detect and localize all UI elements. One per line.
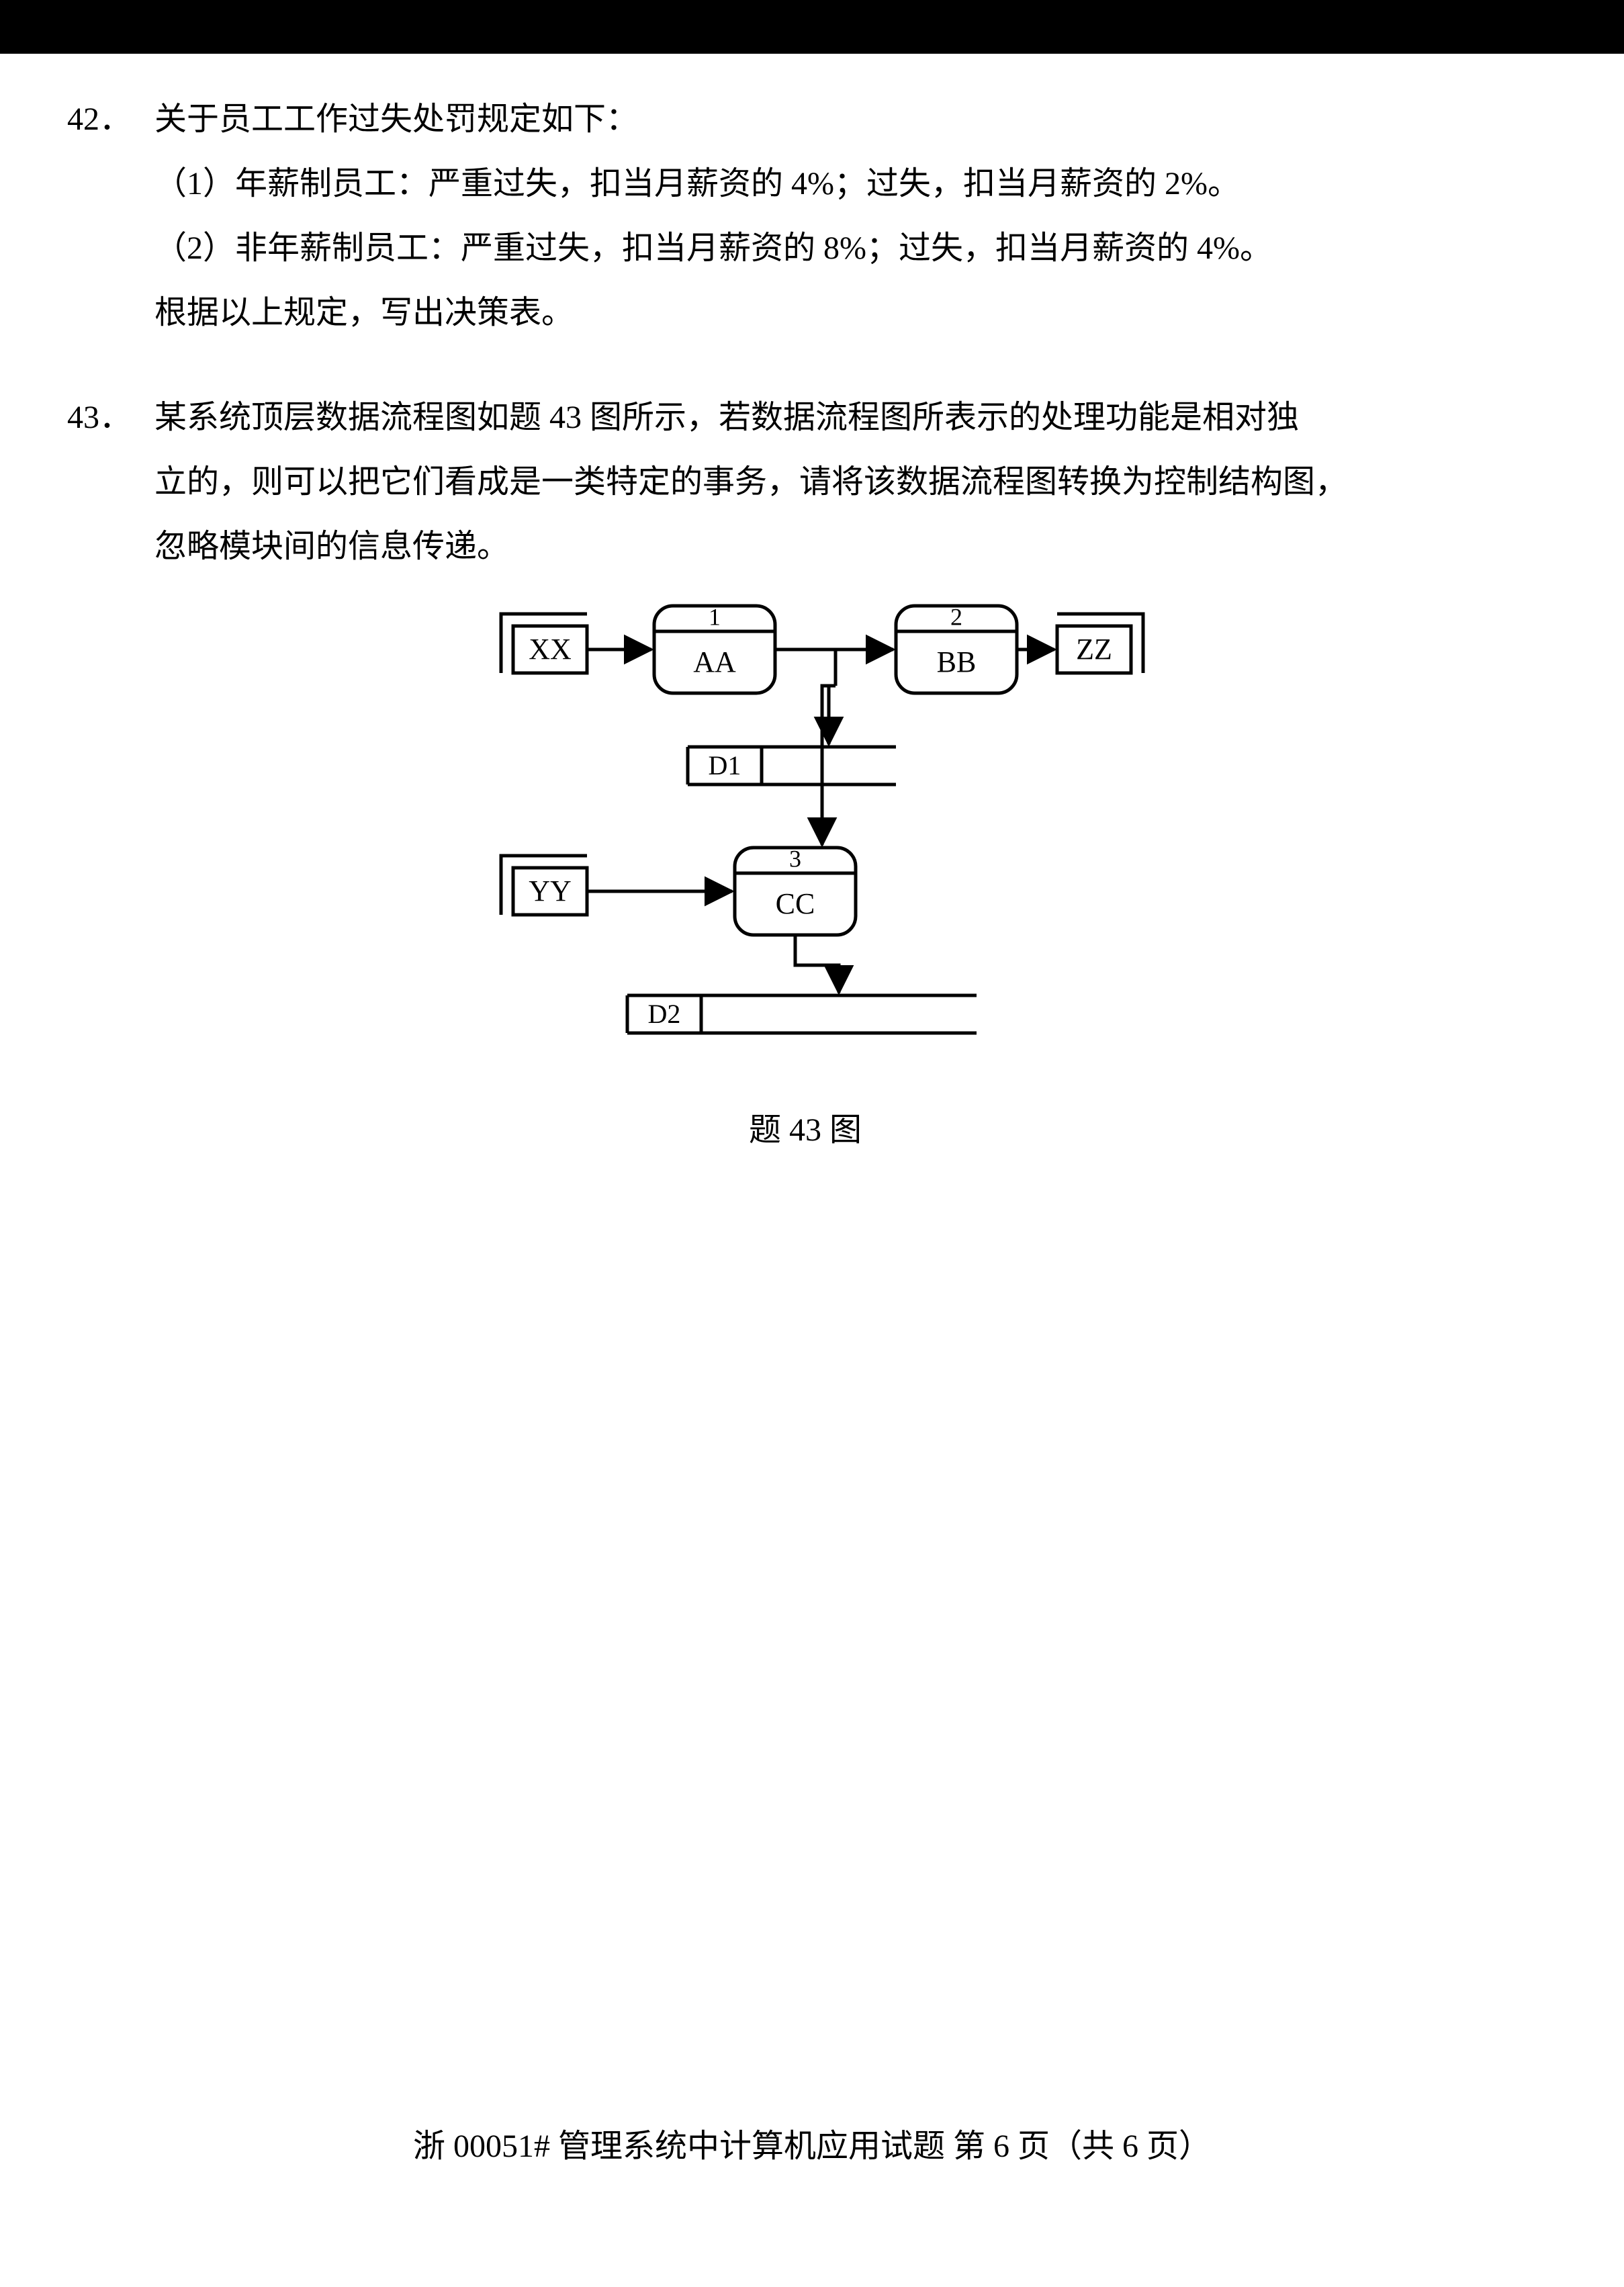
- question-42: 42．关于员工工作过失处罚规定如下： （1）年薪制员工：严重过失，扣当月薪资的 …: [67, 87, 1543, 345]
- q42-number: 42．: [67, 87, 154, 152]
- diagram-caption: 题 43 图: [749, 1103, 862, 1150]
- svg-text:YY: YY: [529, 875, 572, 907]
- svg-text:D2: D2: [648, 999, 681, 1029]
- svg-text:BB: BB: [937, 645, 977, 678]
- diagram-container: XX YY ZZ 1 AA 2 BB 3 CC D1 D2 题 43 图: [67, 599, 1543, 1150]
- q43-number: 43．: [67, 386, 154, 450]
- svg-text:D1: D1: [709, 750, 741, 780]
- dfd-diagram: XX YY ZZ 1 AA 2 BB 3 CC D1 D2: [453, 599, 1158, 1089]
- q43-text3: 忽略模块间的信息传递。: [67, 514, 1543, 579]
- q42-line1: 42．关于员工工作过失处罚规定如下：: [67, 87, 1543, 152]
- page-content: 42．关于员工工作过失处罚规定如下： （1）年薪制员工：严重过失，扣当月薪资的 …: [0, 54, 1624, 1150]
- svg-text:AA: AA: [693, 645, 736, 678]
- q42-text3: （2）非年薪制员工：严重过失，扣当月薪资的 8%；过失，扣当月薪资的 4%。: [67, 216, 1543, 281]
- q42-text1: 关于员工工作过失处罚规定如下：: [154, 101, 638, 137]
- top-black-bar: [0, 0, 1624, 54]
- q43-text2: 立的，则可以把它们看成是一类特定的事务，请将该数据流程图转换为控制结构图，: [67, 450, 1543, 514]
- q43-line1: 43．某系统顶层数据流程图如题 43 图所示，若数据流程图所表示的处理功能是相对…: [67, 386, 1543, 450]
- page-footer: 浙 00051# 管理系统中计算机应用试题 第 6 页（共 6 页）: [0, 2119, 1624, 2166]
- svg-text:CC: CC: [776, 887, 815, 920]
- question-43: 43．某系统顶层数据流程图如题 43 图所示，若数据流程图所表示的处理功能是相对…: [67, 386, 1543, 1150]
- svg-text:2: 2: [950, 603, 962, 630]
- q42-text4: 根据以上规定，写出决策表。: [67, 281, 1543, 345]
- q42-text2: （1）年薪制员工：严重过失，扣当月薪资的 4%；过失，扣当月薪资的 2%。: [67, 152, 1543, 216]
- svg-text:1: 1: [709, 603, 721, 630]
- svg-text:XX: XX: [529, 633, 572, 666]
- q43-text1: 某系统顶层数据流程图如题 43 图所示，若数据流程图所表示的处理功能是相对独: [154, 400, 1299, 435]
- svg-text:ZZ: ZZ: [1076, 633, 1112, 666]
- svg-text:3: 3: [789, 845, 801, 872]
